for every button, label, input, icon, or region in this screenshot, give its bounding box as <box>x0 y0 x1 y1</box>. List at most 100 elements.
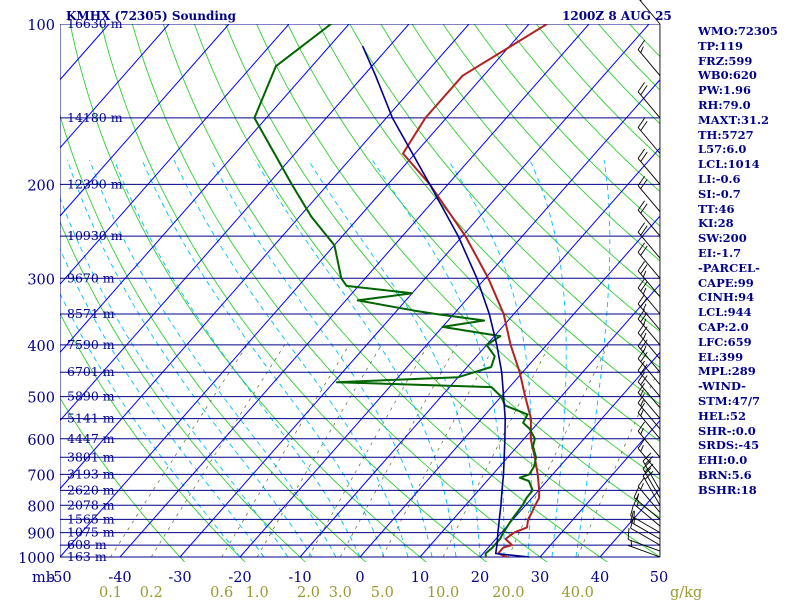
index-item: CAP:2.0 <box>698 319 749 334</box>
dry-adiabat <box>193 24 660 558</box>
pressure-tick-label: 900 <box>27 527 55 543</box>
height-label: 2078 m <box>67 497 115 512</box>
dry-adiabat <box>411 24 660 297</box>
index-item: EI:-1.7 <box>698 245 742 260</box>
moist-adiabat <box>141 159 385 558</box>
index-item: EHI:0.0 <box>698 453 748 468</box>
height-label: 3193 m <box>67 466 115 481</box>
temperature-tick-label: -10 <box>288 570 311 586</box>
parcel-path <box>361 45 530 558</box>
temperature-tick-label: -50 <box>48 570 71 586</box>
isotherm <box>60 24 350 354</box>
indices-panel: WMO:72305 TP:119 FRZ:599 WB0:620 PW:1.96 RH:7… <box>698 24 778 498</box>
index-item: MPL:289 <box>698 364 756 379</box>
temperature-tick-label: -30 <box>168 570 191 586</box>
moist-adiabat <box>210 159 433 558</box>
mixing-ratio-line <box>221 344 350 558</box>
mixing-ratio-label: 0.2 <box>140 585 163 600</box>
pressure-tick-label: 300 <box>27 272 55 288</box>
wind-barb <box>633 487 661 520</box>
isotherm <box>359 215 660 558</box>
index-item: TH:5727 <box>698 127 754 142</box>
mixing-ratio-label: 10.0 <box>427 585 459 600</box>
height-label: 5141 m <box>67 411 115 426</box>
station-title: KMHX (72305) Sounding <box>66 9 237 23</box>
temperature-tick-label: 0 <box>355 570 364 586</box>
index-item: SW:200 <box>698 231 747 246</box>
dry-adiabat <box>442 24 660 262</box>
wind-barb <box>639 0 661 25</box>
pressure-tick-label: 500 <box>27 391 55 407</box>
index-item: MAXT:31.2 <box>698 112 769 127</box>
dry-adiabat <box>100 24 488 562</box>
height-label: 7590 m <box>67 337 115 352</box>
index-item: -PARCEL- <box>698 260 760 275</box>
wind-barb <box>637 242 661 279</box>
dry-adiabat <box>60 397 186 562</box>
temperature-tick-label: 40 <box>591 570 609 586</box>
moist-adiabat <box>113 159 361 558</box>
index-item: HEL:52 <box>698 408 746 423</box>
mixing-ratio-line <box>256 344 382 558</box>
index-item: LCL:1014 <box>698 157 760 172</box>
wind-barb <box>637 39 661 76</box>
index-item: WB0:620 <box>698 68 757 83</box>
wind-barb <box>630 504 661 533</box>
height-label: 163 m <box>67 549 107 564</box>
wind-barb <box>642 467 661 506</box>
isotherm <box>60 24 410 422</box>
pressure-tick-label: 700 <box>27 468 55 484</box>
mixing-ratio-label: 40.0 <box>562 585 594 600</box>
mixing-ratio-line <box>507 344 609 558</box>
dry-adiabat <box>349 24 660 369</box>
moist-adiabat <box>89 159 337 558</box>
isotherm <box>60 24 290 286</box>
isotherm <box>539 419 660 558</box>
index-item: WMO:72305 <box>698 24 778 38</box>
moist-adiabat <box>60 196 289 558</box>
mixing-ratio-label: 2.0 <box>297 585 320 600</box>
dry-adiabat <box>318 24 660 405</box>
index-item: TT:46 <box>698 201 735 216</box>
index-item: -WIND- <box>698 379 746 394</box>
isotherm <box>60 24 230 217</box>
index-item: CAPE:99 <box>698 275 754 290</box>
mixing-ratio-label: 1.0 <box>246 585 269 600</box>
mixing-ratio-line <box>110 344 248 558</box>
isotherm <box>239 78 660 558</box>
wind-barb <box>637 476 661 513</box>
temperature-tick-label: 30 <box>531 570 549 586</box>
height-label: 14180 m <box>67 110 123 125</box>
moist-adiabat <box>255 159 457 558</box>
mixing-ratio-label: 3.0 <box>329 585 352 600</box>
index-item: EL:399 <box>698 349 744 364</box>
wind-barb <box>627 540 661 558</box>
dry-adiabat <box>131 24 548 562</box>
index-item: KI:28 <box>698 216 734 231</box>
dry-adiabat <box>225 24 660 519</box>
mixing-ratio-label: 0.6 <box>210 585 233 600</box>
pressure-tick-label: 100 <box>27 18 55 34</box>
wind-barb <box>637 117 661 154</box>
pressure-unit-label: mb <box>32 570 55 586</box>
wind-barb <box>637 278 661 315</box>
dry-adiabat <box>60 312 246 562</box>
temperature-profile <box>402 24 548 558</box>
pressure-tick-label: 400 <box>27 339 55 355</box>
height-label: 1075 m <box>67 525 115 540</box>
moist-adiabat <box>60 247 265 558</box>
wind-barb <box>637 382 661 419</box>
wind-barb <box>642 452 661 491</box>
wind-barb <box>637 360 661 397</box>
wind-barb <box>637 200 661 237</box>
height-label: 16630 m <box>67 16 123 31</box>
wind-barb <box>637 403 661 440</box>
index-item: TP:119 <box>698 38 744 53</box>
index-item: SRDS:-45 <box>698 438 760 453</box>
index-item: SHR-:0.0 <box>698 423 756 438</box>
height-label: 5890 m <box>67 389 115 404</box>
temperature-tick-label: 50 <box>650 570 668 586</box>
height-label: 2620 m <box>67 482 115 497</box>
index-item: BSHR:18 <box>698 482 757 497</box>
